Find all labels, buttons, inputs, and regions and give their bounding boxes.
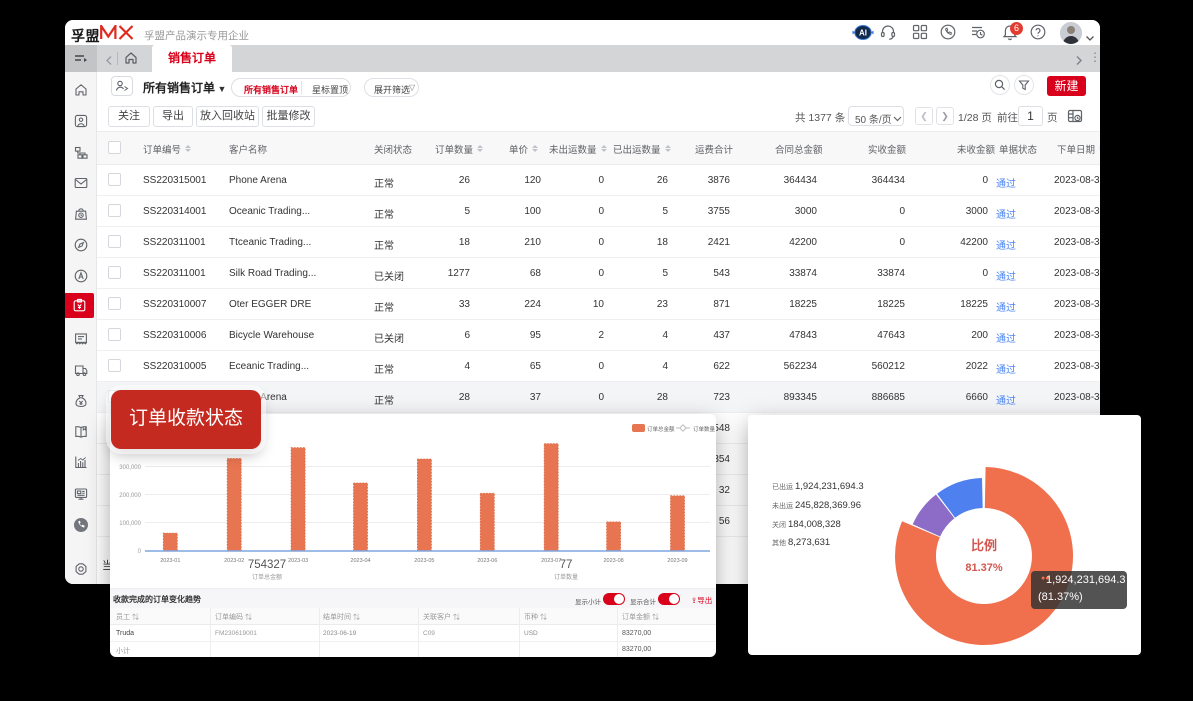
svg-text:订单总金额: 订单总金额 <box>647 425 675 433</box>
svg-text:2023-05: 2023-05 <box>414 558 434 564</box>
svg-text:订单数量: 订单数量 <box>693 425 716 433</box>
svg-text:0: 0 <box>138 549 142 555</box>
svg-text:2023-03: 2023-03 <box>288 558 308 564</box>
svg-text:2023-08: 2023-08 <box>604 558 624 564</box>
svg-text:订单数量: 订单数量 <box>554 573 578 581</box>
svg-text:200,000: 200,000 <box>119 493 141 499</box>
svg-text:754327: 754327 <box>248 559 286 571</box>
svg-text:2023-02: 2023-02 <box>224 558 244 564</box>
svg-text:2023-01: 2023-01 <box>160 558 180 564</box>
svg-text:2023-09: 2023-09 <box>667 558 687 564</box>
svg-text:77: 77 <box>560 559 573 571</box>
svg-text:比例: 比例 <box>971 538 997 553</box>
svg-text:81.37%: 81.37% <box>965 562 1003 574</box>
svg-text:100,000: 100,000 <box>119 521 141 527</box>
svg-text:2023-04: 2023-04 <box>350 558 370 564</box>
svg-text:2023-06: 2023-06 <box>477 558 497 564</box>
svg-text:订单总金额: 订单总金额 <box>252 573 282 581</box>
svg-text:300,000: 300,000 <box>119 465 141 471</box>
svg-text:2023-07: 2023-07 <box>541 558 561 564</box>
svg-text:AI: AI <box>859 29 867 38</box>
